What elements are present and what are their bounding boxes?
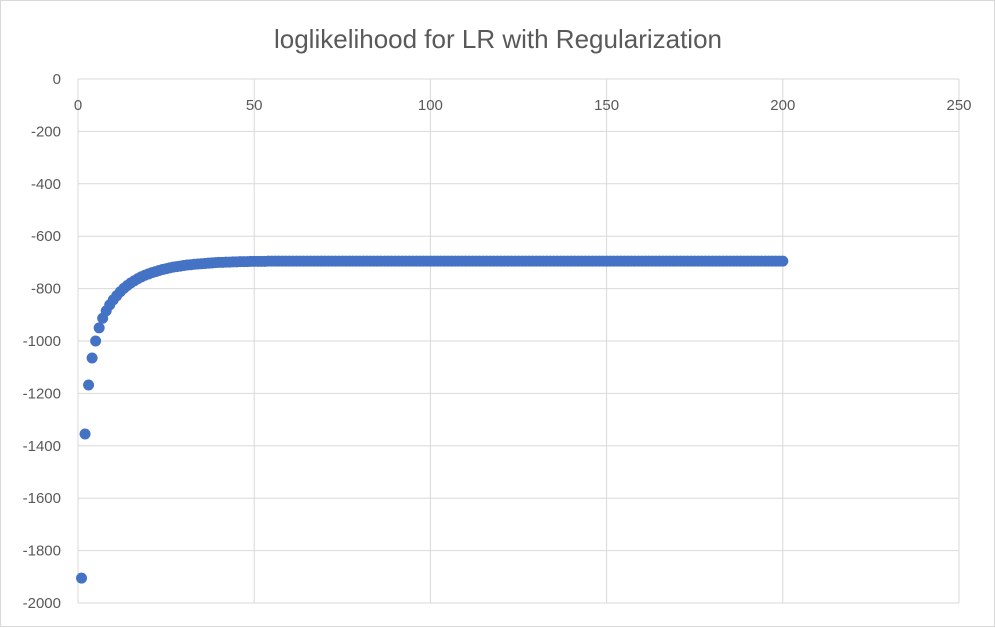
gridlines — [77, 78, 960, 604]
x-tick-label: 150 — [594, 97, 619, 114]
data-points — [76, 255, 789, 584]
x-tick-label: 200 — [770, 97, 795, 114]
data-point — [90, 335, 102, 347]
y-tick-label: 0 — [53, 71, 61, 88]
data-point — [86, 352, 98, 364]
y-tick-label: -1200 — [23, 385, 61, 402]
x-axis-ticks: 0 50 100 150 200 250 — [74, 97, 972, 114]
data-point — [79, 428, 91, 440]
y-tick-label: -1600 — [23, 490, 61, 507]
x-tick-label: 250 — [946, 97, 971, 114]
y-tick-label: -600 — [31, 228, 61, 245]
x-tick-label: 100 — [418, 97, 443, 114]
data-point — [777, 255, 789, 267]
y-tick-label: -1000 — [23, 333, 61, 350]
chart-title: loglikelihood for LR with Regularization — [274, 24, 722, 54]
x-tick-label: 50 — [246, 97, 263, 114]
y-axis-ticks: 0 -200 -400 -600 -800 -1000 -1200 -1400 -1600 -18… — [23, 71, 61, 612]
y-tick-label: -400 — [31, 176, 61, 193]
y-tick-label: -1800 — [23, 543, 61, 560]
y-tick-label: -2000 — [23, 595, 61, 612]
data-point — [76, 572, 88, 584]
y-tick-label: -200 — [31, 123, 61, 140]
y-tick-label: -1400 — [23, 438, 61, 455]
y-tick-label: -800 — [31, 281, 61, 298]
data-point — [83, 379, 95, 391]
x-tick-label: 0 — [74, 97, 82, 114]
data-point — [93, 322, 105, 334]
